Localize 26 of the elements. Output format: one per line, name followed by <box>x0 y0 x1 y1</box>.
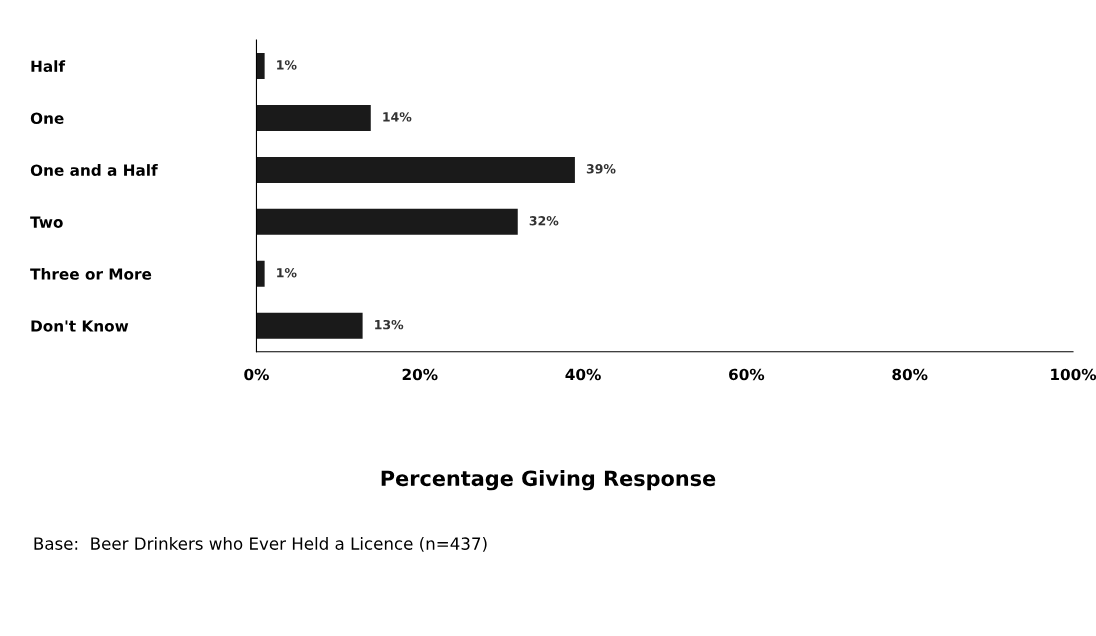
y-tick-label: Three or More <box>30 267 152 280</box>
y-tick-label: Half <box>31 60 66 73</box>
y-tick-label: One and a Half <box>30 164 158 176</box>
bar <box>256 312 363 339</box>
bar <box>256 53 265 80</box>
y-tick-label: Don't Know <box>31 320 129 332</box>
bar <box>256 104 371 131</box>
data-label: 39% <box>586 164 616 174</box>
x-tick-label: 100% <box>1051 368 1096 381</box>
bar <box>256 260 265 287</box>
x-axis-title: Percentage Giving Response <box>381 470 716 491</box>
data-label: 1% <box>277 60 297 70</box>
text: Base: Beer Drinkers who Ever Held a Licence (n=437) <box>34 536 487 552</box>
x-tick-label: 40% <box>565 368 601 381</box>
data-label: 14% <box>383 112 412 122</box>
data-label: 13% <box>375 319 404 330</box>
x-tick-label: 80% <box>892 368 928 381</box>
data-label: 1% <box>277 267 297 278</box>
bar <box>256 208 518 235</box>
y-tick-label: One <box>30 112 64 124</box>
x-tick-label: 0% <box>244 368 269 381</box>
x-tick-label: 60% <box>729 368 765 381</box>
x-tick-label: 20% <box>402 368 438 381</box>
y-tick-label: Two <box>30 216 63 228</box>
data-label: 32% <box>529 216 559 226</box>
bar <box>256 156 575 183</box>
